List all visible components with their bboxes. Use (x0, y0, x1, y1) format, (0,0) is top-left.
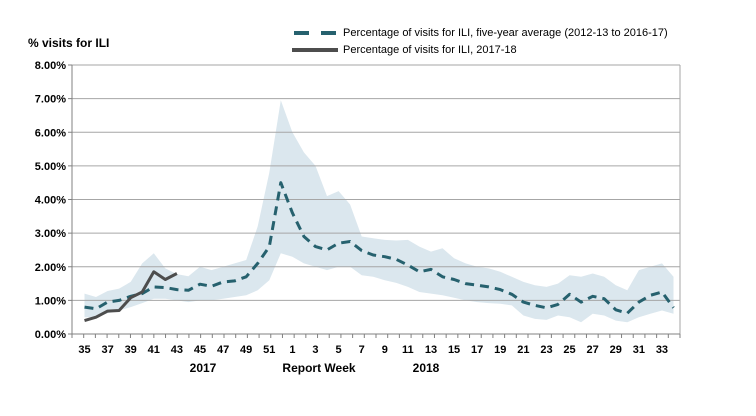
x-axis-title: Report Week (282, 361, 356, 375)
x-axis-year-2018: 2018 (412, 361, 440, 375)
x-axis-year-2017: 2017 (189, 361, 217, 375)
y-tick-label: 3.00% (35, 228, 66, 240)
y-tick-label: 5.00% (35, 161, 66, 173)
dashed-line-swatch-icon (294, 30, 336, 35)
x-tick-label: 37 (101, 344, 113, 356)
x-tick-label: 19 (494, 344, 506, 356)
x-tick-label: 31 (633, 344, 645, 356)
y-tick-label: 6.00% (35, 127, 66, 139)
x-tick-label: 9 (382, 344, 388, 356)
x-tick-label: 11 (402, 344, 414, 356)
x-tick-label: 33 (656, 344, 668, 356)
x-tick-label: 27 (587, 344, 599, 356)
x-tick-label: 51 (263, 344, 275, 356)
x-tick-label: 23 (540, 344, 552, 356)
legend-label-2017-18: Percentage of visits for ILI, 2017-18 (343, 43, 517, 56)
x-tick-label: 35 (78, 344, 90, 356)
x-tick-label: 17 (471, 344, 483, 356)
x-tick-label: 39 (125, 344, 137, 356)
x-tick-label: 25 (563, 344, 575, 356)
five-year-average-line (84, 181, 675, 315)
x-tick-label: 21 (517, 344, 529, 356)
x-tick-label: 43 (171, 344, 183, 356)
y-tick-label: 4.00% (35, 195, 66, 207)
x-tick-label: 3 (312, 344, 318, 356)
y-tick-label: 7.00% (35, 94, 66, 106)
x-tick-label: 7 (359, 344, 365, 356)
x-tick-label: 13 (425, 344, 437, 356)
x-tick-label: 5 (336, 344, 342, 356)
x-tick-label: 47 (217, 344, 229, 356)
x-tick-label: 29 (610, 344, 622, 356)
x-tick-label: 41 (148, 344, 160, 356)
x-tick-label: 15 (448, 344, 460, 356)
y-tick-label: 2.00% (35, 262, 66, 274)
legend-item-2017-18: Percentage of visits for ILI, 2017-18 (291, 41, 668, 58)
legend-item-five-year-average: Percentage of visits for ILI, five-year … (291, 24, 668, 41)
y-tick-label: 1.00% (35, 295, 66, 307)
x-tick-label: 49 (240, 344, 252, 356)
y-axis-title: % visits for ILI (28, 36, 110, 50)
legend: Percentage of visits for ILI, five-year … (291, 24, 668, 58)
solid-line-swatch-icon (292, 47, 338, 52)
current-season-line (84, 270, 178, 323)
y-tick-label: 8.00% (35, 60, 66, 72)
x-tick-label: 45 (194, 344, 206, 356)
legend-label-five-year-average: Percentage of visits for ILI, five-year … (343, 26, 668, 39)
x-tick-label: 1 (289, 344, 295, 356)
y-tick-label: 0.00% (35, 329, 66, 341)
